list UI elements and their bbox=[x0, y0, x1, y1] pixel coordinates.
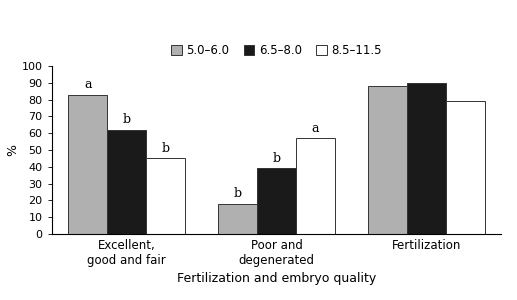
Text: a: a bbox=[84, 78, 92, 91]
Bar bbox=[407, 83, 446, 234]
Bar bbox=[368, 86, 407, 234]
Bar bbox=[107, 130, 146, 234]
X-axis label: Fertilization and embryo quality: Fertilization and embryo quality bbox=[177, 272, 376, 285]
Y-axis label: %: % bbox=[6, 144, 19, 156]
Text: b: b bbox=[272, 152, 281, 165]
Text: b: b bbox=[123, 113, 131, 127]
Bar bbox=[218, 204, 257, 234]
Text: a: a bbox=[312, 122, 320, 135]
Text: b: b bbox=[162, 142, 170, 155]
Bar bbox=[446, 101, 485, 234]
Bar bbox=[296, 138, 335, 234]
Bar bbox=[68, 94, 107, 234]
Bar bbox=[257, 169, 296, 234]
Text: b: b bbox=[234, 188, 241, 200]
Bar bbox=[146, 158, 185, 234]
Legend: 5.0–6.0, 6.5–8.0, 8.5–11.5: 5.0–6.0, 6.5–8.0, 8.5–11.5 bbox=[171, 44, 382, 57]
